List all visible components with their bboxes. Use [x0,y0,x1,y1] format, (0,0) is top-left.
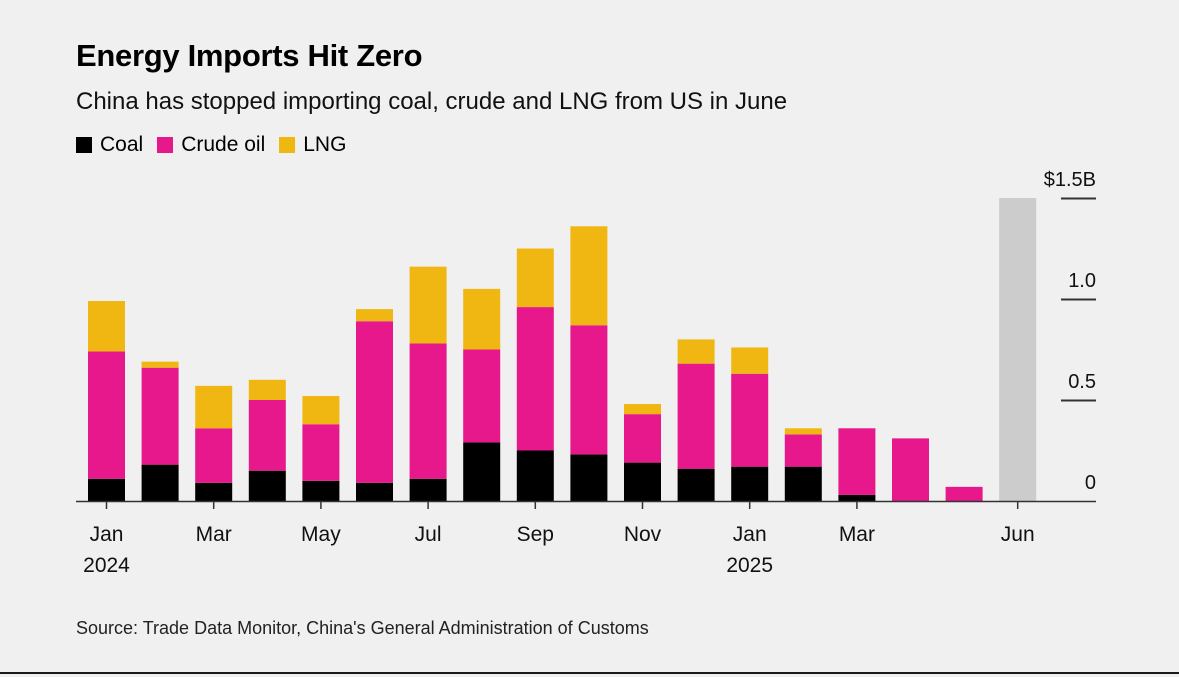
chart-subtitle: China has stopped importing coal, crude … [76,88,788,115]
bar-crude-oil-13 [784,434,822,467]
bar-crude-oil-10 [624,414,661,463]
x-tick-year-label-12: 2025 [726,554,773,577]
y-tick-label-1: 0.5 [1068,371,1096,393]
bar-crude-oil-3 [248,400,286,471]
bar-coal-1 [141,464,179,501]
y-tick-label-0: 0 [1085,472,1096,494]
legend-swatch-lng [279,137,296,153]
bar-lng-11 [677,339,715,364]
bar-coal-7 [463,442,501,501]
bar-lng-12 [731,347,769,374]
x-tick-label-10: Nov [624,523,662,546]
bar-lng-5 [356,309,393,322]
bars-layer [88,226,983,501]
y-tick-label-2: 1.0 [1068,270,1096,292]
bar-coal-6 [409,478,447,501]
bar-lng-7 [463,288,501,350]
bar-crude-oil-14 [838,428,876,495]
bar-crude-oil-15 [892,438,929,501]
x-tick-label-0: Jan [90,523,124,546]
bar-lng-0 [88,301,125,352]
x-tick-label-2: Mar [196,523,232,546]
bar-crude-oil-12 [731,373,769,467]
legend-label-coal: Coal [100,133,144,156]
bar-crude-oil-5 [356,321,393,483]
bar-coal-14 [838,494,876,501]
bar-crude-oil-11 [677,363,715,469]
bar-crude-oil-8 [516,307,554,451]
bar-lng-8 [516,248,554,308]
y-axis-ticks: 0 0.5 1.0 $1.5B [1044,169,1096,494]
x-tick-label-12: Jan [733,523,767,546]
bar-crude-oil-2 [195,428,233,483]
bar-lng-1 [141,361,179,368]
x-tick-label-4: May [301,523,341,546]
bar-lng-4 [302,395,340,425]
legend-swatch-coal [76,137,92,153]
x-tick-label-14: Mar [839,523,875,546]
legend-item-lng: LNG [279,133,346,157]
source-note: Source: Trade Data Monitor, China's Gene… [76,618,649,638]
legend: Coal Crude oil LNG [76,133,360,157]
bar-crude-oil-4 [302,424,340,481]
highlight-bar-jun-2025 [999,198,1037,501]
bar-lng-10 [624,404,661,415]
bar-crude-oil-1 [141,367,179,465]
legend-label-crude-oil: Crude oil [181,133,266,156]
bar-coal-3 [248,470,286,501]
bar-lng-3 [248,379,286,400]
highlight-layer [999,198,1037,501]
bar-lng-13 [784,428,822,435]
bar-lng-9 [570,226,608,326]
chart-title: Energy Imports Hit Zero [76,38,423,73]
y-tick-label-3: $1.5B [1044,169,1096,191]
x-axis-ticks: Jan 2024 Mar May Jul Sep Nov Jan 2025 Mar Jun [83,501,1035,577]
x-tick-label-17: Jun [1001,523,1035,546]
legend-swatch-crude-oil [157,137,174,153]
bar-crude-oil-6 [409,343,447,479]
bar-lng-2 [195,385,233,429]
bar-coal-0 [88,478,125,501]
bar-coal-2 [195,482,233,501]
bar-crude-oil-16 [945,486,983,501]
bar-lng-6 [409,266,447,344]
x-tick-year-label-0: 2024 [83,554,130,577]
x-tick-label-8: Sep [517,523,554,546]
bar-crude-oil-9 [570,325,608,455]
bar-coal-4 [302,480,340,501]
x-tick-label-6: Jul [415,523,442,546]
legend-item-coal: Coal [76,133,143,157]
bar-coal-11 [677,468,715,501]
legend-item-crude-oil: Crude oil [157,133,265,157]
bar-coal-10 [624,462,661,501]
bar-coal-8 [516,450,554,501]
bar-coal-13 [784,466,822,501]
bar-coal-9 [570,454,608,501]
bottom-rule [0,672,1179,674]
bar-coal-12 [731,466,769,501]
legend-label-lng: LNG [303,133,347,156]
bar-crude-oil-0 [88,351,125,479]
bar-crude-oil-7 [463,349,501,443]
bar-coal-5 [356,482,393,501]
